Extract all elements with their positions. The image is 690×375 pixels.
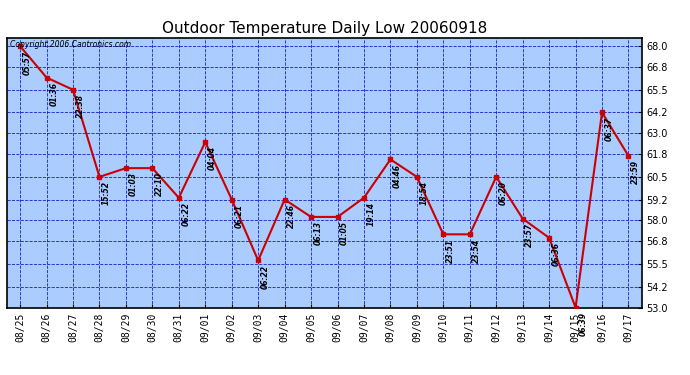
Text: 06:36: 06:36: [552, 242, 561, 266]
Text: 06:21: 06:21: [235, 204, 244, 228]
Text: 06:13: 06:13: [314, 221, 323, 245]
Text: 01:03: 01:03: [128, 172, 137, 196]
Text: 22:10: 22:10: [155, 172, 164, 196]
Text: 15:52: 15:52: [102, 181, 111, 205]
Text: 01:05: 01:05: [340, 221, 349, 245]
Text: Copyright 2006 Cantronics.com: Copyright 2006 Cantronics.com: [10, 40, 131, 49]
Text: 23:51: 23:51: [446, 239, 455, 263]
Text: 23:57: 23:57: [525, 223, 534, 247]
Text: 06:39: 06:39: [578, 312, 587, 336]
Text: 04:46: 04:46: [393, 164, 402, 188]
Text: 06:22: 06:22: [181, 202, 190, 226]
Text: 19:14: 19:14: [366, 202, 375, 226]
Text: 06:22: 06:22: [261, 265, 270, 289]
Text: 06:20: 06:20: [499, 181, 508, 205]
Text: 22:46: 22:46: [287, 204, 296, 228]
Title: Outdoor Temperature Daily Low 20060918: Outdoor Temperature Daily Low 20060918: [161, 21, 487, 36]
Text: 01:36: 01:36: [49, 82, 58, 106]
Text: 06:37: 06:37: [604, 117, 613, 141]
Text: 05:57: 05:57: [23, 51, 32, 75]
Text: 23:59: 23:59: [631, 160, 640, 184]
Text: 18:54: 18:54: [420, 181, 428, 205]
Text: 04:04: 04:04: [208, 146, 217, 170]
Text: 22:38: 22:38: [76, 94, 85, 118]
Text: 23:54: 23:54: [473, 239, 482, 263]
